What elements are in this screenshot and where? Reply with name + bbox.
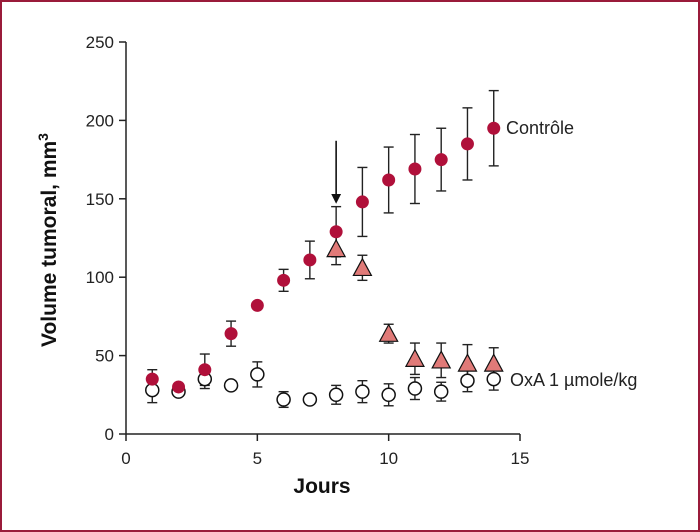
y-axis-title-text: Volume tumoral, mm <box>38 141 61 347</box>
point-open-circle <box>276 392 291 407</box>
point-open-circle <box>250 367 265 382</box>
y-tick-label: 200 <box>86 111 114 130</box>
x-tick-label: 10 <box>379 449 398 468</box>
labels: Jours Volume tumoral, mm3 Contrôle OxA 1… <box>35 118 637 498</box>
point-controle <box>224 327 238 341</box>
point-controle <box>460 137 474 151</box>
y-axis-title-superscript: 3 <box>35 133 51 141</box>
series-label-controle: Contrôle <box>506 118 574 138</box>
point-controle <box>355 195 369 209</box>
point-open-circle <box>433 384 449 399</box>
point-controle <box>250 298 264 312</box>
y-tick-label: 100 <box>86 268 114 287</box>
point-open-circle <box>302 392 318 407</box>
point-controle <box>487 121 501 135</box>
point-controle <box>198 363 212 377</box>
point-open-circle <box>328 387 344 403</box>
point-open-circle <box>355 384 370 399</box>
point-controle <box>303 253 317 267</box>
y-tick-label: 0 <box>105 425 114 444</box>
x-tick-label: 0 <box>121 449 130 468</box>
point-controle <box>382 173 396 187</box>
point-controle <box>408 162 422 176</box>
axes: 0 50 100 150 200 250 0 5 10 15 <box>86 33 530 468</box>
point-open-circle <box>381 387 396 403</box>
point-oxa-triangle <box>404 348 425 367</box>
y-tick-label: 50 <box>95 347 114 366</box>
point-open-circle <box>407 381 423 396</box>
y-axis-title: Volume tumoral, mm3 <box>35 133 61 347</box>
point-controle <box>329 225 343 239</box>
point-oxa-triangle <box>483 353 504 372</box>
point-controle <box>434 153 448 167</box>
point-open-circle <box>223 378 239 393</box>
x-tick-label: 15 <box>511 449 530 468</box>
x-axis-title: Jours <box>293 475 350 498</box>
series-label-oxa: OxA 1 µmole/kg <box>510 370 637 390</box>
y-tick-label: 250 <box>86 33 114 52</box>
point-oxa-triangle <box>431 350 452 369</box>
point-open-circle <box>460 373 475 388</box>
point-controle <box>145 372 159 386</box>
point-oxa-triangle <box>352 257 373 277</box>
point-controle <box>277 273 291 287</box>
point-oxa-triangle <box>326 238 347 258</box>
y-tick-label: 150 <box>86 190 114 209</box>
point-open-circle <box>486 371 501 387</box>
x-tick-label: 5 <box>253 449 262 468</box>
point-controle <box>172 380 186 394</box>
point-oxa-triangle <box>457 353 478 372</box>
data-marks <box>145 89 504 409</box>
point-oxa-triangle <box>378 323 399 342</box>
